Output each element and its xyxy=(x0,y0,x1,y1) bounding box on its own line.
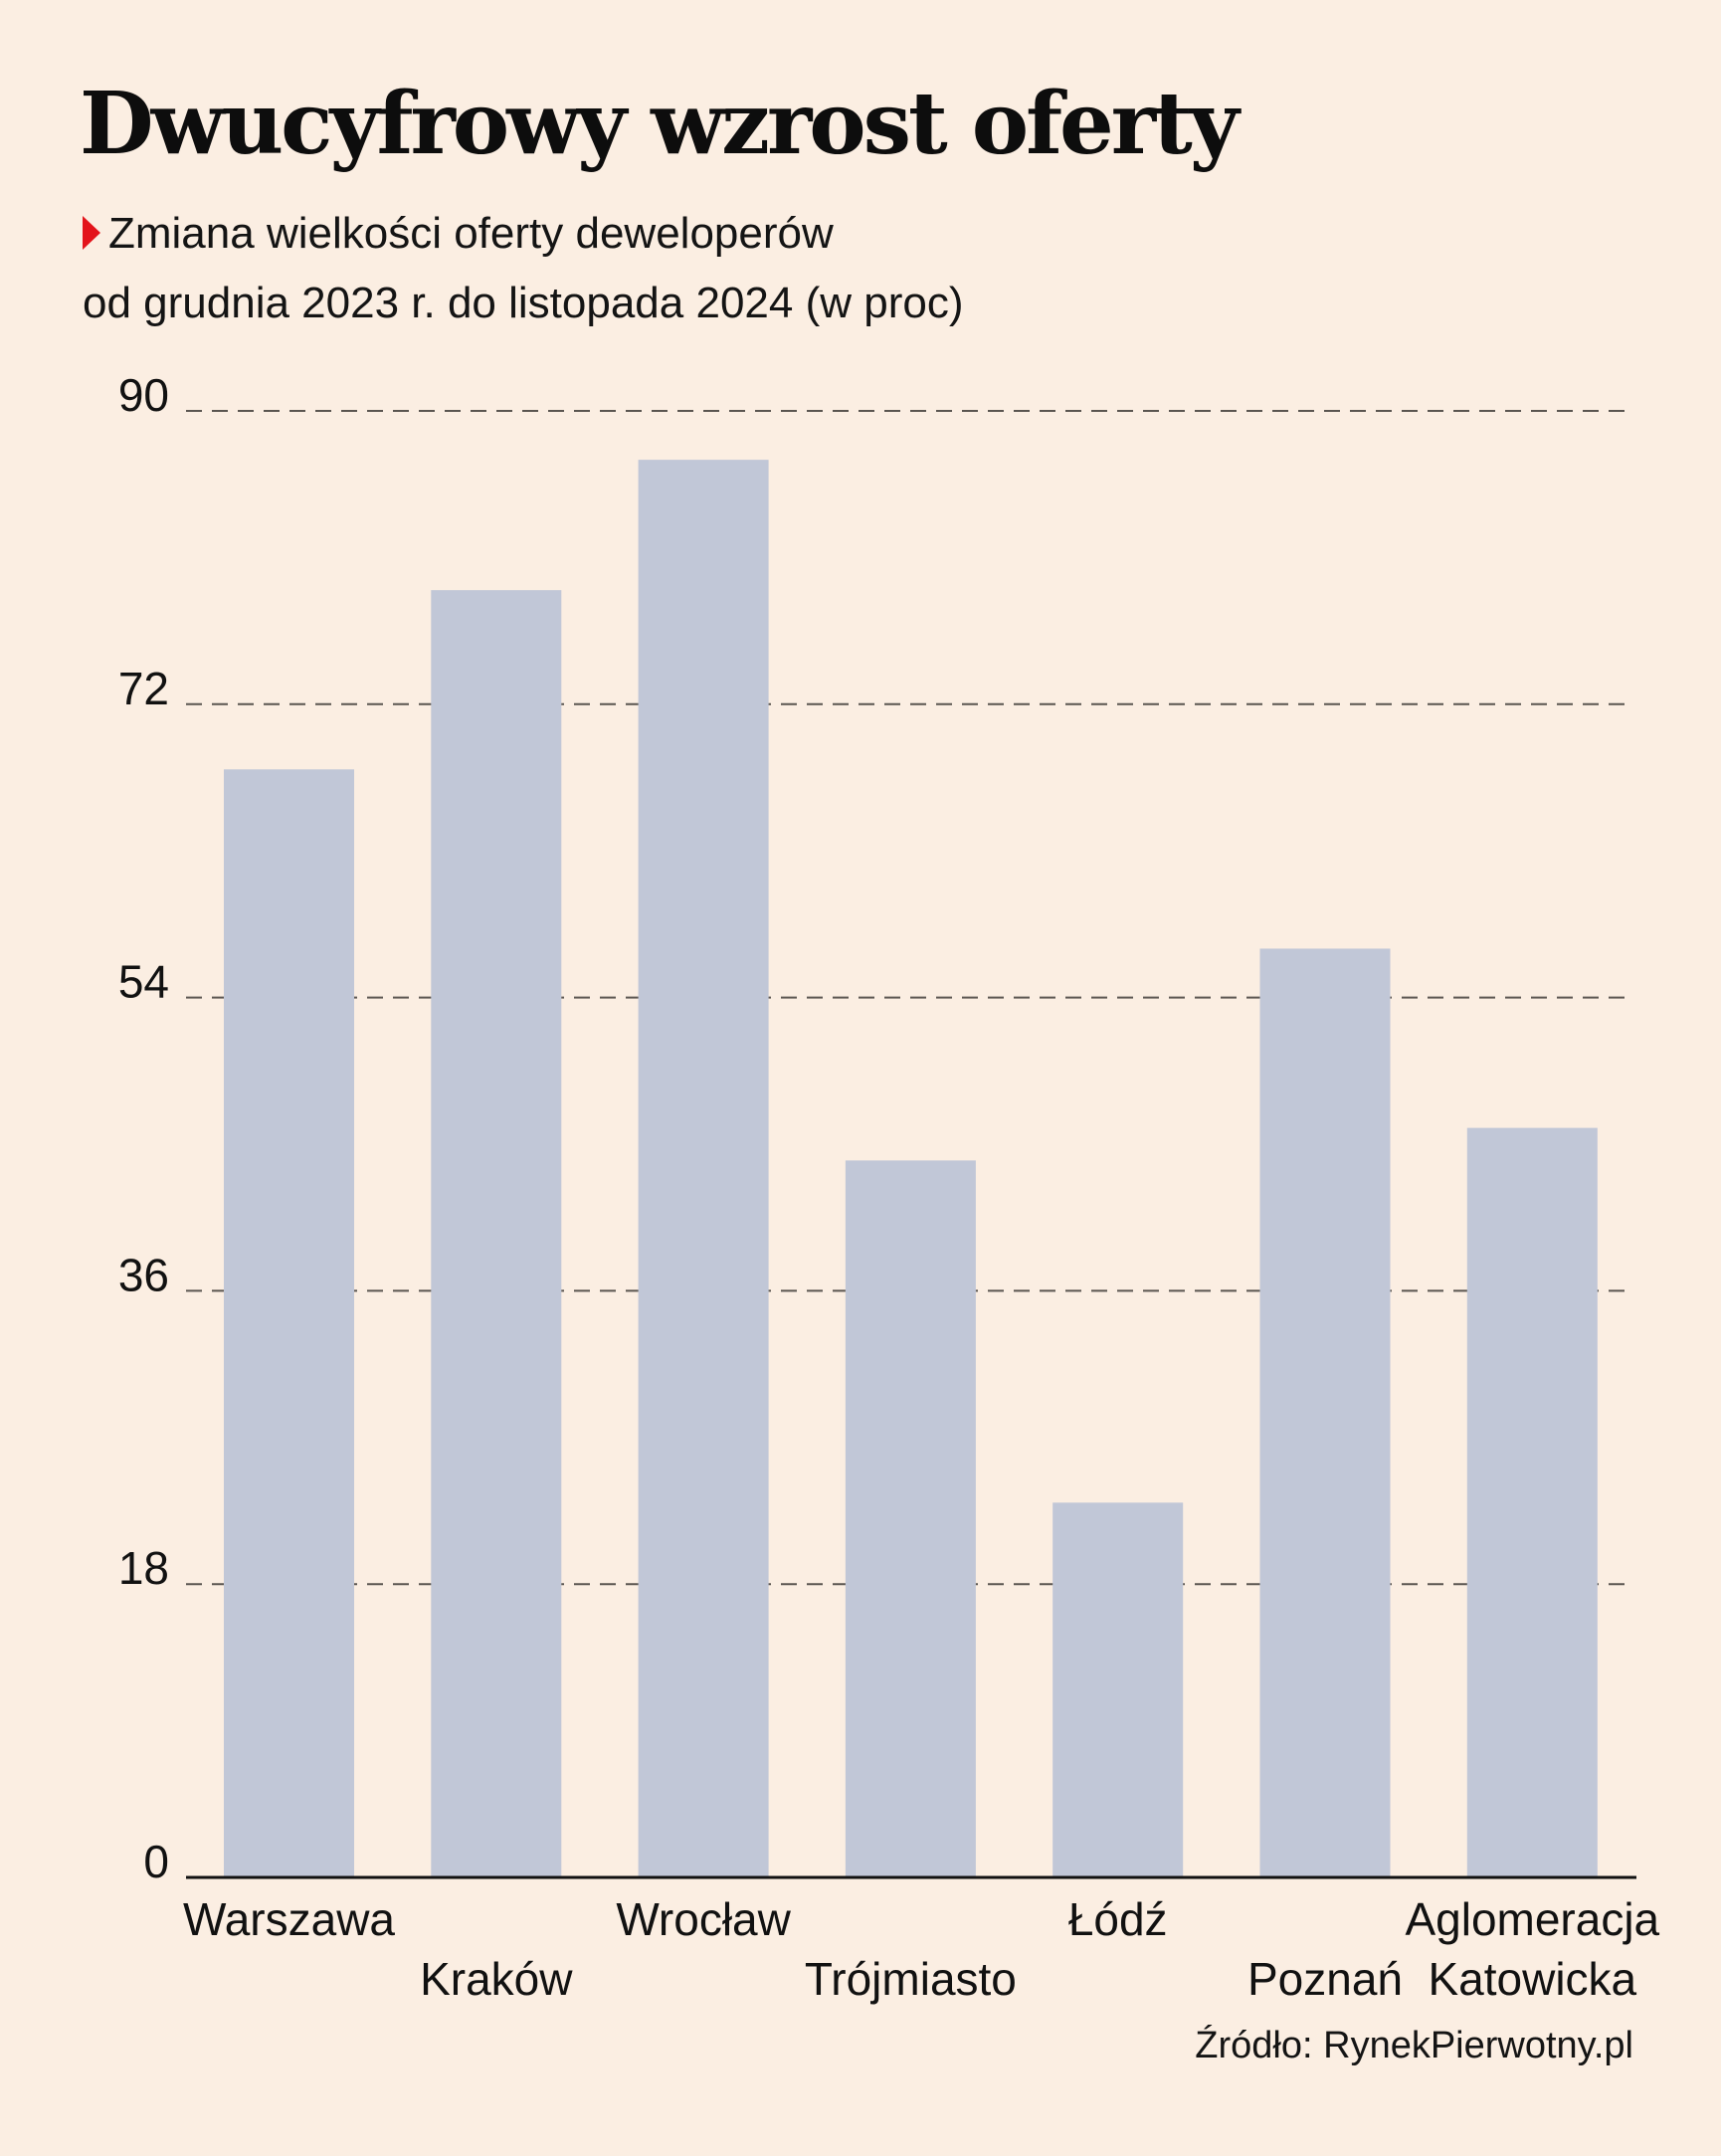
bar-4 xyxy=(845,1160,976,1877)
y-tick-label: 36 xyxy=(118,1249,169,1300)
bar-3 xyxy=(638,460,769,1878)
bar-2 xyxy=(431,590,562,1878)
bars xyxy=(224,460,1598,1878)
y-tick-label: 18 xyxy=(118,1542,169,1594)
y-axis-ticks: 0 18 36 54 72 90 xyxy=(118,369,169,1887)
chart-subtitle: Zmiana wielkości oferty deweloperów od g… xyxy=(83,199,963,338)
y-tick-label: 72 xyxy=(118,663,169,714)
triangle-right-icon xyxy=(83,216,100,250)
bar-5 xyxy=(1052,1502,1184,1877)
x-category-label: Katowicka xyxy=(1428,1953,1636,2005)
x-category-label: Kraków xyxy=(420,1953,573,2005)
bar-7 xyxy=(1466,1127,1598,1877)
chart-title: Dwucyfrowy wzrost oferty xyxy=(80,74,1240,174)
y-tick-label: 0 xyxy=(143,1836,169,1887)
subtitle-line-1: Zmiana wielkości oferty deweloperów xyxy=(83,199,963,269)
subtitle-line-2: od grudnia 2023 r. do listopada 2024 (w … xyxy=(83,279,964,327)
x-category-label: Aglomeracja xyxy=(1405,1893,1659,1945)
x-category-label: Trójmiasto xyxy=(805,1953,1017,2005)
bar-1 xyxy=(224,769,354,1878)
x-category-label: Łódź xyxy=(1068,1893,1168,1945)
x-category-label: Poznań xyxy=(1247,1953,1403,2005)
x-category-label: Wrocław xyxy=(616,1893,791,1945)
source-note: Źródło: RynekPierwotny.pl xyxy=(1195,2025,1633,2066)
x-axis-labels: Warszawa Kraków Wrocław Trójmiasto Łódź Pozna… xyxy=(183,1893,1660,2005)
y-tick-label: 54 xyxy=(118,956,169,1008)
y-tick-label: 90 xyxy=(118,369,169,421)
x-category-label: Warszawa xyxy=(183,1893,395,1945)
subtitle-text-1: Zmiana wielkości oferty deweloperów xyxy=(108,209,834,258)
bar-6 xyxy=(1259,948,1391,1877)
